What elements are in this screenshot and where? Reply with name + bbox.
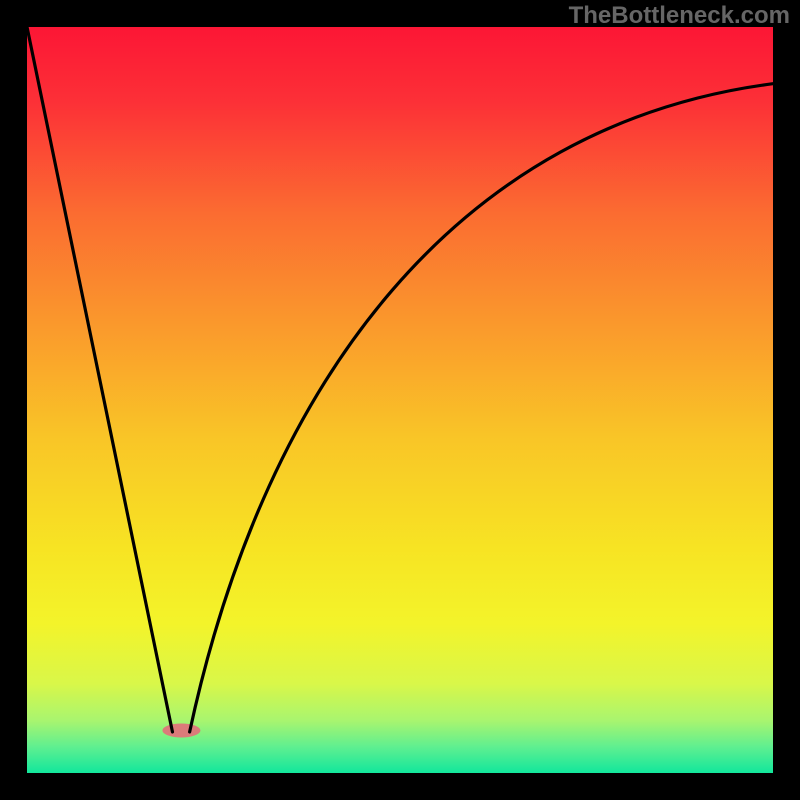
gradient-background (27, 27, 773, 773)
watermark-text: TheBottleneck.com (569, 2, 790, 30)
chart-svg (0, 0, 800, 800)
bottleneck-marker (162, 723, 200, 737)
chart-frame: TheBottleneck.com (0, 0, 800, 800)
